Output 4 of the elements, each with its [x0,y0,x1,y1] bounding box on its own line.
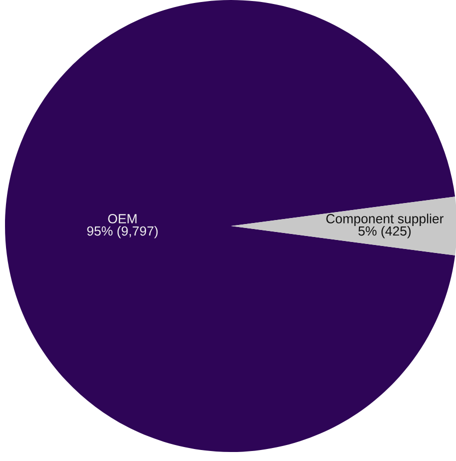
slice-label: Component supplier [326,214,444,226]
data-label: 95% (9,797) [87,226,158,238]
slice-label: OEM [108,214,136,224]
data-label: 5% (425) [358,226,411,238]
